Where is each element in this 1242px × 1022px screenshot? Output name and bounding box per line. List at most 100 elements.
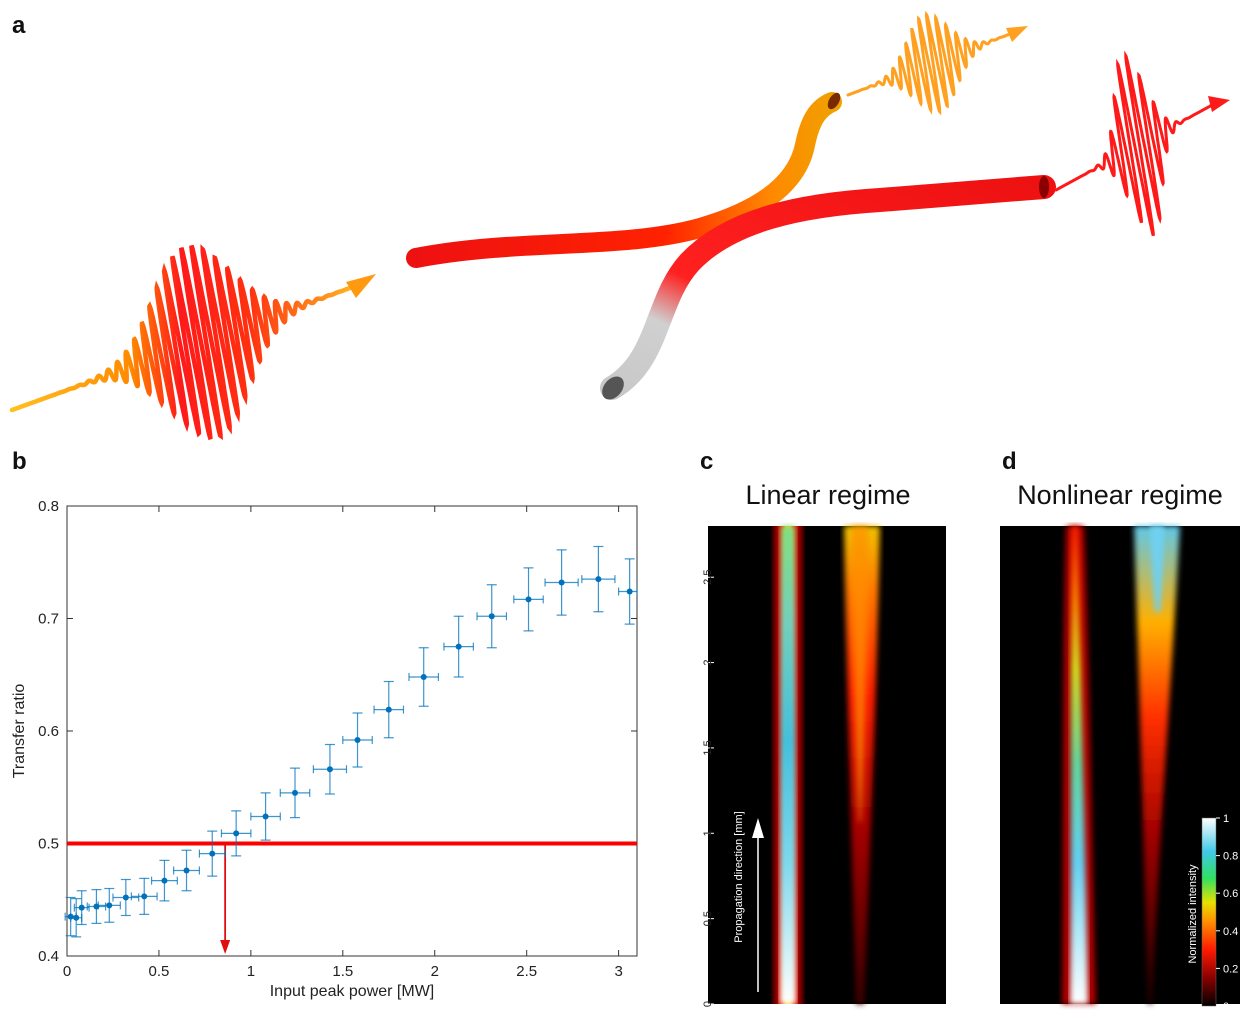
data-marker [488, 613, 495, 620]
data-marker [420, 674, 427, 680]
y-tick-label: 0 [702, 1001, 714, 1007]
panel-label-d: d [1002, 448, 1017, 475]
data-point [618, 558, 638, 625]
data-point [173, 849, 200, 892]
data-point [544, 549, 579, 616]
bottom-fiber [600, 175, 1056, 400]
colorbar-tick-label: 0.2 [1223, 963, 1238, 975]
output-pulse-right-arrowhead [1208, 96, 1230, 112]
x-tick-label: 1.5 [332, 963, 353, 980]
heatmap-background [1000, 526, 1240, 1004]
colorbar-tick-label: 1 [1223, 813, 1229, 825]
propagation-arrow-head [752, 818, 764, 838]
x-tick-label: 0 [63, 963, 71, 980]
y-tick-label: 0.5 [38, 836, 59, 853]
plot-frame [66, 505, 638, 957]
left-channel-core [1070, 526, 1088, 1004]
colorbar-label: Normalized intensity [1187, 864, 1199, 964]
data-marker [106, 902, 113, 909]
transfer-ratio-chart: 0 0.5 1 1.5 2 2.5 3 0.4 0.5 0.6 0.7 0.8 Input peak … [11, 498, 638, 1000]
panel-label-b: b [12, 448, 27, 475]
threshold-arrow-head [220, 940, 231, 954]
data-marker [262, 813, 269, 820]
y-tick-label: 2.5 [702, 570, 714, 585]
left-channel-core [780, 526, 796, 1004]
data-marker [385, 706, 392, 713]
data-point [130, 877, 158, 915]
data-marker [141, 893, 148, 900]
y-tick-label: 0.4 [38, 948, 59, 965]
input-pulse-arrowhead [346, 274, 376, 298]
data-point [70, 898, 83, 938]
nonlinear-regime-heatmap: 0 0.2 0.4 0.6 0.8 1 Normalized intensity [1000, 526, 1240, 1013]
nonlinear-regime-title: Nonlinear regime [1017, 480, 1223, 510]
data-point [73, 890, 90, 926]
linear-regime-title: Linear regime [745, 480, 911, 510]
colorbar [1201, 817, 1217, 1007]
data-point [250, 792, 281, 841]
data-point [97, 887, 121, 923]
data-point [112, 878, 140, 917]
fiber-coupler-illustration [9, 10, 1230, 441]
data-point [342, 712, 373, 768]
bottom-fiber-end-gray [602, 376, 624, 400]
data-point [513, 567, 544, 632]
data-point [408, 647, 440, 707]
data-point [150, 859, 178, 902]
data-marker [122, 894, 129, 901]
propagation-axis-label: Propagation direction [mm] [733, 811, 745, 942]
y-tick-label: 2 [702, 660, 714, 666]
colorbar-tick-label: 0.8 [1223, 851, 1238, 863]
data-point [86, 889, 107, 924]
right-channel-core [1150, 526, 1164, 612]
x-tick-label: 3 [614, 963, 622, 980]
data-point [279, 767, 311, 819]
data-marker [525, 596, 532, 603]
data-marker [161, 877, 168, 884]
data-marker [292, 789, 298, 796]
linear-regime-heatmap: 0 0.5 1 1.5 2 2.5 Propagation direction [mm] [702, 526, 946, 1007]
x-tick-label: 0.5 [149, 963, 170, 980]
heatmap-background [708, 526, 946, 1004]
colorbar-tick-label: 0.6 [1223, 888, 1238, 900]
data-point [443, 615, 474, 678]
data-marker [78, 904, 85, 911]
data-marker [354, 737, 361, 743]
data-marker [73, 914, 80, 921]
data-point [476, 584, 508, 649]
panel-label-c: c [700, 448, 714, 475]
output-pulse-right-wave [1054, 50, 1216, 237]
data-marker [595, 576, 602, 583]
y-axis-label: Transfer ratio [11, 684, 28, 779]
y-tick-label: 1.5 [702, 740, 714, 755]
data-marker [233, 830, 240, 837]
y-tick-label: 0.5 [702, 911, 714, 926]
data-marker [209, 850, 216, 857]
x-tick-label: 2 [431, 963, 439, 980]
data-marker [558, 579, 565, 586]
y-tick-label: 0.8 [38, 498, 59, 515]
data-marker [326, 766, 333, 773]
data-point [581, 545, 616, 613]
data-point [373, 680, 405, 739]
top-fiber [406, 92, 842, 268]
x-axis-label: Input peak power [MW] [270, 983, 435, 1000]
data-marker [626, 588, 633, 595]
top-fiber-end [827, 92, 841, 110]
right-channel-core [852, 526, 868, 822]
panel-label-a: a [12, 12, 26, 39]
y-tick-label: 0.6 [38, 723, 59, 740]
y-tick-label: 1 [702, 830, 714, 836]
data-point [312, 743, 348, 795]
y-tick-label: 0.7 [38, 611, 59, 628]
data-marker [183, 867, 190, 874]
output-pulse-top-arrowhead [1006, 26, 1028, 42]
data-point [198, 830, 226, 877]
colorbar-tick-label: 0.4 [1223, 926, 1238, 938]
data-marker [455, 643, 462, 650]
bottom-fiber-end-red [1039, 176, 1049, 198]
data-point [220, 810, 252, 857]
x-tick-label: 1 [247, 963, 255, 980]
right-channel-beam [1134, 526, 1180, 1004]
input-pulse-wave [9, 244, 353, 441]
